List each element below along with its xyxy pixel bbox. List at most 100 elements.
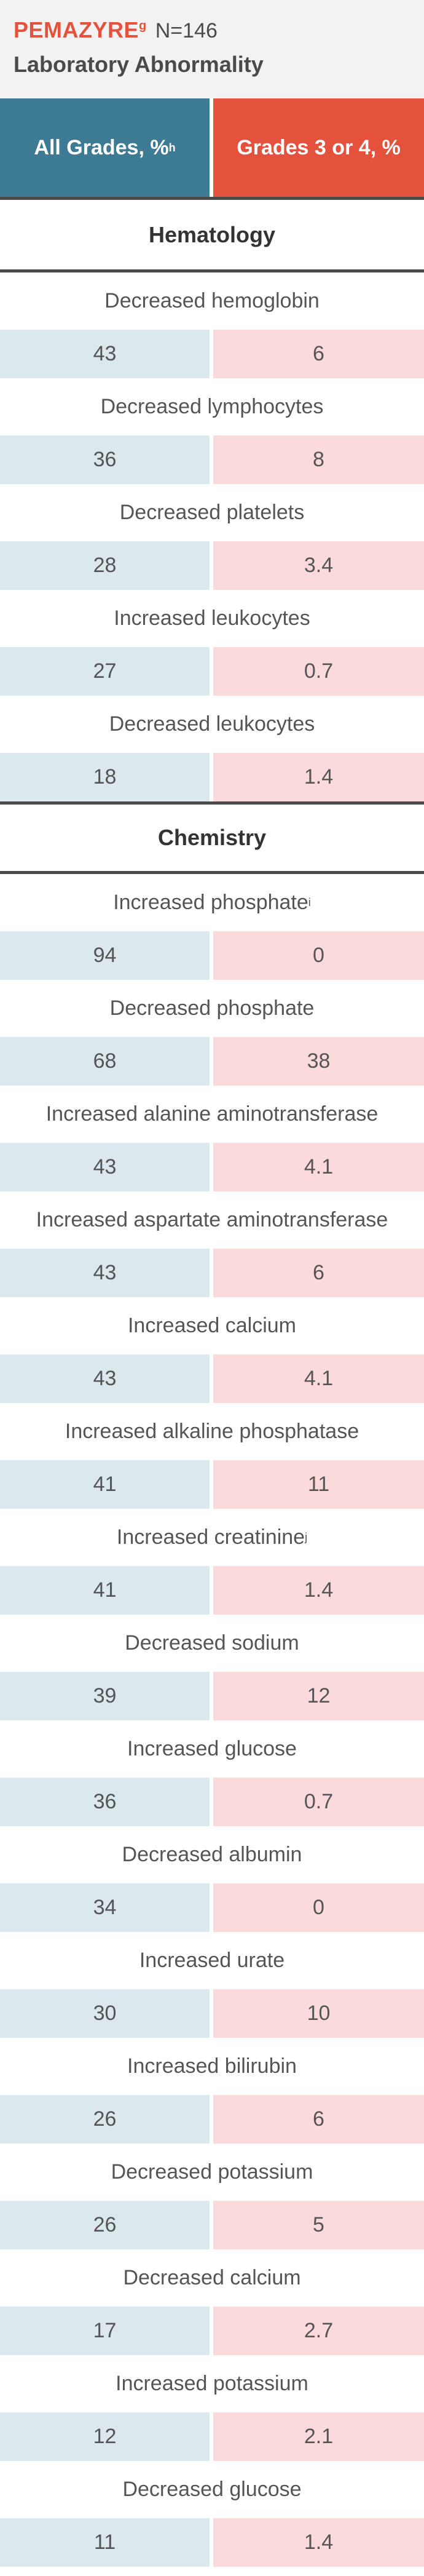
all-grades-value: 12 <box>0 2412 210 2461</box>
lab-label-row: Decreased platelets <box>0 484 424 541</box>
cell-divider <box>210 1143 213 1191</box>
lab-label-row: Increased bilirubin <box>0 2038 424 2095</box>
lab-value-row: 12 2.1 <box>0 2412 424 2461</box>
lab-value-row: 39 12 <box>0 1672 424 1720</box>
cell-divider <box>210 2518 213 2567</box>
lab-label-row: Increased creatinine j <box>0 1509 424 1566</box>
lab-label: Increased alkaline phosphatase <box>65 1420 359 1443</box>
cell-divider <box>210 2412 213 2461</box>
lab-label-row: Increased glucose <box>0 1720 424 1778</box>
grades-3-4-value: 1.4 <box>213 753 424 801</box>
lab-value-row: 11 1.4 <box>0 2518 424 2567</box>
grades-3-4-value: 8 <box>213 435 424 484</box>
all-grades-value: 43 <box>0 1249 210 1297</box>
grades-3-4-value: 3.4 <box>213 541 424 590</box>
lab-label: Decreased hemoglobin <box>104 289 320 312</box>
grades-3-4-value: 6 <box>213 330 424 378</box>
lab-label-row: Increased calcium <box>0 1297 424 1354</box>
all-grades-value: 43 <box>0 1354 210 1403</box>
lab-value-row: 30 10 <box>0 1989 424 2038</box>
lab-value-row: 36 0.7 <box>0 1778 424 1826</box>
grades-3-4-value: 0.7 <box>213 647 424 696</box>
lab-label-footnote-marker: i <box>308 896 311 908</box>
cell-divider <box>210 931 213 980</box>
cell-divider <box>210 541 213 590</box>
lab-label: Increased leukocytes <box>114 606 310 630</box>
lab-value-row: 43 6 <box>0 1249 424 1297</box>
lab-label-row: Decreased sodium <box>0 1615 424 1672</box>
all-grades-value: 34 <box>0 1883 210 1932</box>
grades-3-4-value: 6 <box>213 1249 424 1297</box>
lab-value-row: 41 11 <box>0 1460 424 1509</box>
column-divider <box>210 98 213 197</box>
section-heading: Chemistry <box>0 801 424 874</box>
lab-value-row: 68 38 <box>0 1037 424 1086</box>
lab-label: Increased alanine aminotransferase <box>45 1102 379 1126</box>
lab-value-row: 18 1.4 <box>0 753 424 801</box>
all-grades-footnote-marker: h <box>168 141 176 154</box>
lab-label: Increased urate <box>139 1949 285 1972</box>
lab-label-row: Decreased potassium <box>0 2144 424 2201</box>
all-grades-value: 43 <box>0 1143 210 1191</box>
lab-label: Decreased lymphocytes <box>100 395 324 418</box>
lab-label: Decreased calcium <box>123 2266 301 2289</box>
grades-3-4-value: 2.1 <box>213 2412 424 2461</box>
lab-value-row: 43 4.1 <box>0 1354 424 1403</box>
grades-3-4-value: 2.7 <box>213 2307 424 2355</box>
grades-3-4-value: 6 <box>213 2095 424 2144</box>
lab-label: Decreased leukocytes <box>109 712 315 736</box>
table-header-block: PEMAZYREg N=146 Laboratory Abnormality <box>0 0 424 98</box>
grades-3-4-value: 0 <box>213 1883 424 1932</box>
lab-value-row: 43 4.1 <box>0 1143 424 1191</box>
grades-3-4-value: 0.7 <box>213 1778 424 1826</box>
all-grades-value: 28 <box>0 541 210 590</box>
lab-label-row: Increased alkaline phosphatase <box>0 1403 424 1460</box>
lab-value-row: 26 6 <box>0 2095 424 2144</box>
lab-label: Increased creatinine <box>116 1525 305 1549</box>
cell-divider <box>210 1249 213 1297</box>
lab-value-row: 34 0 <box>0 1883 424 1932</box>
cell-divider <box>210 1354 213 1403</box>
cell-divider <box>210 1566 213 1615</box>
lab-value-row: 94 0 <box>0 931 424 980</box>
lab-label-footnote-marker: j <box>305 1531 308 1543</box>
grades-3-4-value: 1.4 <box>213 2518 424 2567</box>
all-grades-value: 94 <box>0 931 210 980</box>
cell-divider <box>210 2095 213 2144</box>
cell-divider <box>210 1778 213 1826</box>
brand-footnote-marker: g <box>139 19 147 33</box>
grades-3-4-label: Grades 3 or 4, % <box>237 135 401 159</box>
lab-label-row: Decreased leukocytes <box>0 696 424 753</box>
column-header-row: All Grades, % h Grades 3 or 4, % <box>0 98 424 200</box>
cell-divider <box>210 1883 213 1932</box>
all-grades-value: 11 <box>0 2518 210 2567</box>
all-grades-value: 26 <box>0 2201 210 2249</box>
grades-3-4-value: 38 <box>213 1037 424 1086</box>
grades-3-4-value: 12 <box>213 1672 424 1720</box>
grades-3-4-value: 1.4 <box>213 1566 424 1615</box>
section-heading: Hematology <box>0 200 424 272</box>
all-grades-value: 41 <box>0 1566 210 1615</box>
grades-3-4-value: 5 <box>213 2201 424 2249</box>
brand-text: PEMAZYRE <box>14 17 139 42</box>
brand-name: PEMAZYREg <box>14 17 147 43</box>
lab-label-row: Increased leukocytes <box>0 590 424 647</box>
all-grades-value: 43 <box>0 330 210 378</box>
lab-label: Decreased sodium <box>125 1631 299 1655</box>
lab-value-row: 26 5 <box>0 2201 424 2249</box>
all-grades-value: 30 <box>0 1989 210 2038</box>
lab-label-row: Increased urate <box>0 1932 424 1989</box>
all-grades-value: 18 <box>0 753 210 801</box>
all-grades-value: 68 <box>0 1037 210 1086</box>
lab-label: Decreased platelets <box>119 501 305 524</box>
table-subtitle: Laboratory Abnormality <box>14 52 264 77</box>
lab-label-row: Increased potassium <box>0 2355 424 2412</box>
grades-3-4-value: 11 <box>213 1460 424 1509</box>
grades-3-4-value: 10 <box>213 1989 424 2038</box>
lab-label-row: Decreased glucose <box>0 2461 424 2518</box>
lab-label: Decreased glucose <box>122 2478 302 2501</box>
lab-label: Decreased potassium <box>111 2160 313 2184</box>
lab-label: Increased phosphate <box>113 891 308 914</box>
cell-divider <box>210 1672 213 1720</box>
cell-divider <box>210 753 213 801</box>
